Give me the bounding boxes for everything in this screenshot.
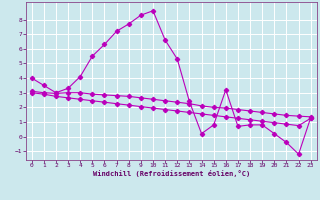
X-axis label: Windchill (Refroidissement éolien,°C): Windchill (Refroidissement éolien,°C) (92, 170, 250, 177)
